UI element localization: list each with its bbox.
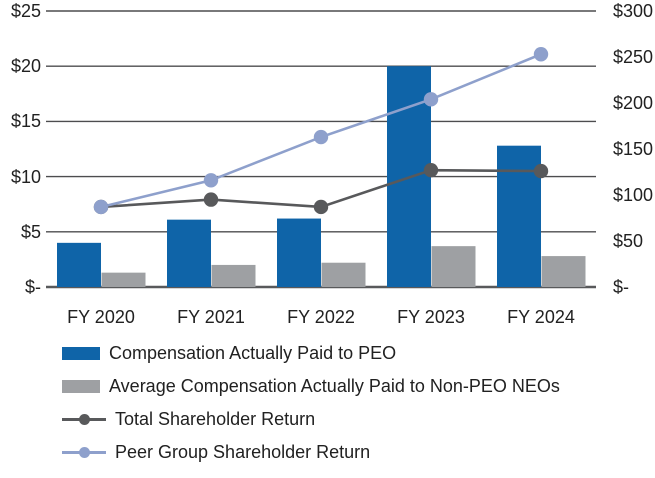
- marker-peer-FY-2020: [93, 199, 109, 215]
- x-axis-label-fy-2021: FY 2021: [177, 307, 245, 327]
- peo-compensation-swatch: [62, 347, 100, 360]
- legend-item-peer-group-shareholder-return: Peer Group Shareholder Return: [62, 442, 560, 462]
- bar-peo-FY-2024: [497, 145, 541, 287]
- legend-label: Compensation Actually Paid to PEO: [109, 343, 397, 363]
- total-shareholder-return-swatch: [62, 413, 106, 426]
- marker-peer-FY-2023: [423, 92, 439, 107]
- marker-peer-FY-2024: [533, 47, 549, 62]
- bar-nonpeo-FY-2020: [101, 272, 146, 287]
- right-axis-tick: $150: [613, 139, 654, 159]
- legend-item-total-shareholder-return: Total Shareholder Return: [62, 409, 560, 429]
- legend: Compensation Actually Paid to PEO Averag…: [62, 343, 560, 462]
- bar-nonpeo-FY-2023: [431, 246, 476, 287]
- right-axis-tick: $100: [613, 185, 654, 205]
- bar-nonpeo-FY-2024: [541, 256, 586, 287]
- left-axis-tick: $10: [10, 167, 41, 187]
- left-axis-tick: $5: [20, 222, 41, 242]
- left-axis-tick: $-: [24, 277, 41, 297]
- bar-peo-FY-2020: [57, 242, 101, 287]
- marker-tsr-FY-2022: [313, 199, 329, 215]
- legend-label: Peer Group Shareholder Return: [115, 442, 371, 462]
- marker-tsr-FY-2021: [203, 192, 219, 207]
- legend-label: Average Compensation Actually Paid to No…: [109, 376, 560, 396]
- x-axis-label-fy-2022: FY 2022: [287, 307, 355, 327]
- peer-group-shareholder-return-swatch: [62, 446, 106, 459]
- legend-item-nonpeo-compensation: Average Compensation Actually Paid to No…: [62, 376, 560, 396]
- nonpeo-compensation-swatch: [62, 380, 100, 393]
- bar-nonpeo-FY-2021: [211, 264, 256, 287]
- marker-tsr-FY-2023: [423, 162, 439, 178]
- left-axis-tick: $25: [10, 1, 41, 21]
- right-axis-tick: $200: [613, 93, 654, 113]
- x-axis-label-fy-2024: FY 2024: [507, 307, 575, 327]
- x-axis-label-fy-2023: FY 2023: [397, 307, 465, 327]
- left-axis-tick: $20: [10, 56, 41, 76]
- legend-item-peo-compensation: Compensation Actually Paid to PEO: [62, 343, 560, 363]
- bar-nonpeo-FY-2022: [321, 262, 366, 287]
- legend-label: Total Shareholder Return: [115, 409, 316, 429]
- right-axis-tick: $-: [613, 277, 630, 297]
- x-axis-label-fy-2020: FY 2020: [67, 307, 135, 327]
- marker-peer-FY-2022: [313, 129, 329, 145]
- right-axis-tick: $300: [613, 1, 654, 21]
- marker-tsr-FY-2024: [533, 163, 549, 179]
- plot-area: [46, 10, 596, 289]
- left-axis-tick: $15: [10, 111, 41, 131]
- right-axis-tick: $250: [613, 47, 654, 67]
- right-axis-tick: $50: [613, 231, 644, 251]
- bar-peo-FY-2021: [167, 219, 211, 287]
- marker-peer-FY-2021: [203, 173, 219, 188]
- bar-peo-FY-2022: [277, 218, 321, 287]
